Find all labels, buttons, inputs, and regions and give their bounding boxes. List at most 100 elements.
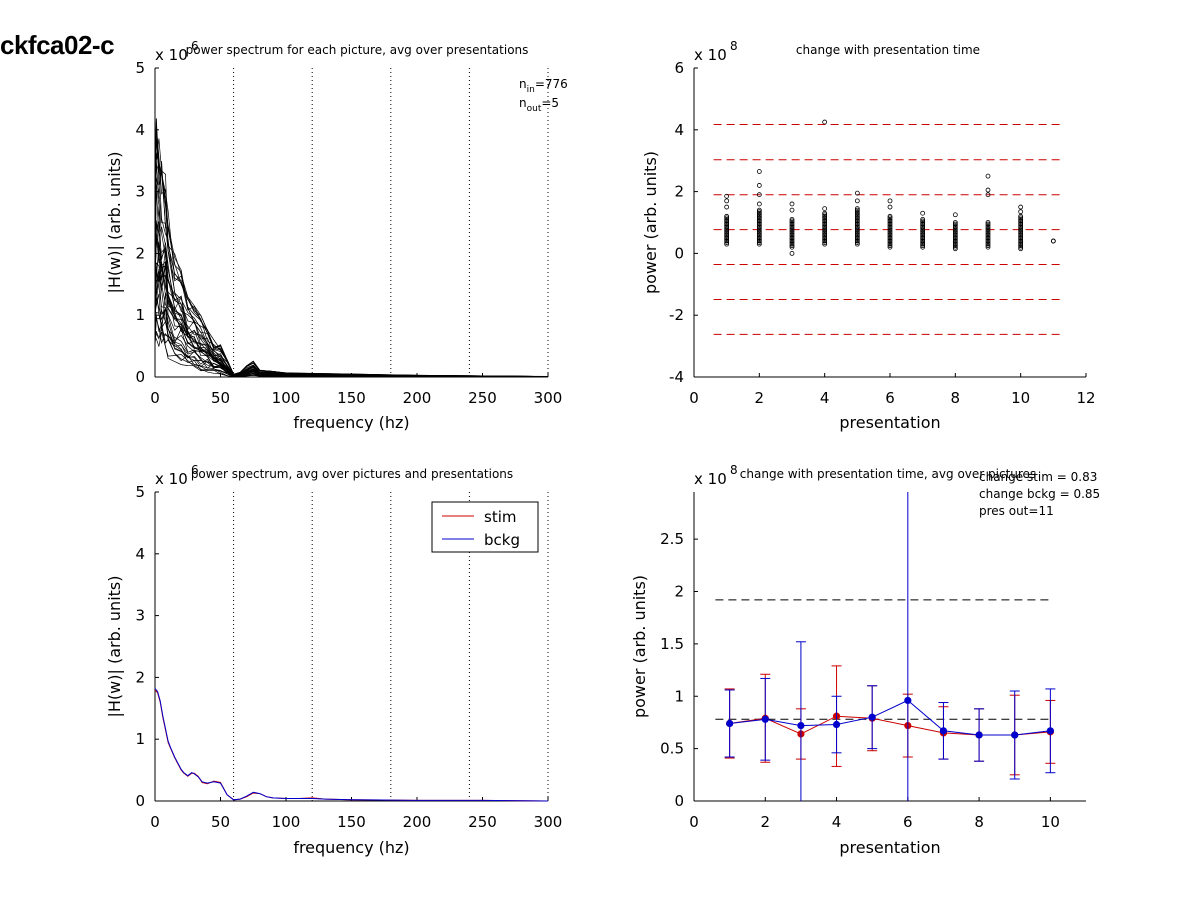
y-axis-label: power (arb. units) (630, 575, 649, 718)
data-point (887, 241, 893, 247)
data-point (854, 220, 860, 225)
data-point (854, 232, 860, 238)
data-point (854, 240, 860, 245)
data-point (920, 230, 926, 236)
data-point (1018, 227, 1024, 233)
data-point (1018, 243, 1024, 249)
y-multiplier: x 10 (155, 470, 188, 488)
spectrum-trace (154, 188, 549, 378)
data-point (887, 229, 893, 235)
data-point (952, 224, 958, 230)
data-point (920, 224, 926, 230)
x-axis-label: presentation (839, 838, 940, 857)
data-point (920, 232, 926, 238)
outlier-point (789, 201, 795, 207)
outlier-point (1018, 204, 1024, 210)
data-point (756, 241, 762, 247)
y-multiplier: x 10 (155, 46, 188, 64)
outlier-point (756, 192, 762, 198)
data-point (756, 210, 762, 216)
data-point (789, 232, 795, 238)
data-point-bckg (868, 713, 876, 721)
y-tick-label: 2 (674, 183, 684, 201)
data-point (822, 230, 828, 236)
data-point (952, 220, 958, 225)
data-point (887, 230, 893, 236)
spectrum-trace (154, 265, 549, 378)
data-point (789, 234, 795, 239)
x-tick-label: 8 (974, 813, 984, 831)
data-point (756, 240, 762, 245)
y-tick-label: 0.5 (660, 740, 684, 758)
data-point-bckg (761, 715, 769, 723)
outlier-point (985, 173, 991, 179)
y-exponent: 6 (191, 463, 199, 477)
y-axis-label: power (arb. units) (641, 151, 660, 294)
outlier-point (724, 198, 730, 204)
data-point (756, 221, 762, 227)
x-tick-label: 100 (272, 389, 301, 407)
outlier-point (724, 193, 730, 199)
data-point (1018, 217, 1024, 222)
data-point (756, 209, 762, 215)
data-point (822, 212, 828, 218)
y-multiplier: x 10 (694, 46, 727, 64)
data-point (854, 221, 860, 227)
data-point (854, 227, 860, 233)
data-point (952, 232, 958, 238)
data-point (789, 238, 795, 244)
spectrum-trace (154, 326, 549, 378)
data-point (985, 224, 991, 230)
data-point (1018, 246, 1024, 252)
y-exponent: 8 (730, 463, 738, 477)
data-point (789, 230, 795, 236)
data-point (952, 234, 958, 239)
x-tick-label: 300 (534, 389, 563, 407)
spectrum-trace (154, 118, 549, 377)
data-point (952, 241, 958, 247)
data-point (789, 220, 795, 225)
data-point (887, 223, 893, 228)
data-point (756, 238, 762, 244)
data-point (854, 206, 860, 211)
data-point (887, 244, 893, 250)
data-point (756, 235, 762, 241)
data-point (822, 223, 828, 228)
data-point (822, 235, 828, 241)
data-point (887, 215, 893, 221)
data-point (724, 235, 730, 241)
data-point (952, 226, 958, 232)
data-point (985, 241, 991, 247)
data-point (985, 234, 991, 239)
y-tick-label: 2 (135, 244, 145, 262)
x-axis-label: frequency (hz) (293, 838, 409, 857)
data-point (756, 207, 762, 213)
data-point (854, 226, 860, 232)
outlier-point (985, 192, 991, 198)
outlier-point (985, 187, 991, 193)
x-tick-label: 50 (211, 813, 230, 831)
data-point (1018, 223, 1024, 228)
spectrum-trace (154, 312, 549, 378)
y-tick-label: 1 (674, 687, 684, 705)
data-point (756, 220, 762, 225)
data-point (952, 229, 958, 235)
data-point (756, 226, 762, 232)
data-point-bckg (904, 696, 912, 705)
outlier-point (952, 212, 958, 218)
data-point (1018, 229, 1024, 235)
y-multiplier: x 10 (694, 470, 727, 488)
y-tick-label: 4 (674, 121, 684, 139)
chart-title: power spectrum for each picture, avg ove… (186, 43, 529, 57)
data-point (887, 227, 893, 233)
data-point (920, 238, 926, 244)
y-tick-label: 6 (674, 59, 684, 77)
data-point (1018, 237, 1024, 242)
data-point (822, 220, 828, 225)
y-exponent: 8 (730, 39, 738, 53)
data-point (985, 227, 991, 233)
data-point (887, 226, 893, 232)
data-point (887, 238, 893, 244)
spectrum-trace (154, 152, 549, 377)
